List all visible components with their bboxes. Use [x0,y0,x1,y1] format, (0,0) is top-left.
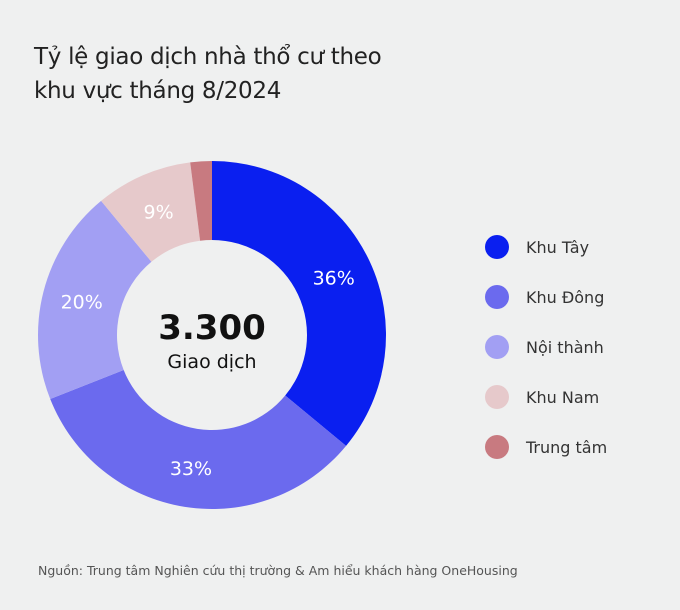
legend-item: Khu Đông [485,272,607,322]
title-line-1: Tỷ lệ giao dịch nhà thổ cư theo [34,44,382,70]
slice-label-2: 20% [61,292,103,314]
slice-2 [37,200,152,400]
legend-label: Khu Nam [526,387,600,407]
slice-label-1: 33% [170,458,212,480]
center-value: 3.300 [158,308,266,348]
legend-label: Trung tâm [526,437,608,457]
legend-swatch [485,335,509,359]
source-note: Nguồn: Trung tâm Nghiên cứu thị trường &… [38,563,518,578]
legend-swatch [485,435,509,459]
legend-item: Nội thành [485,322,607,372]
chart-title: Tỷ lệ giao dịch nhà thổ cư theo khu vực … [34,40,454,108]
legend-item: Trung tâm [485,422,607,472]
slice-3 [101,162,201,262]
legend-swatch [485,285,509,309]
slice-label-3: 9% [144,202,174,224]
legend-item: Khu Tây [485,222,607,272]
legend: Khu Tây Khu Đông Nội thành Khu Nam Trung tâm [485,222,607,472]
slice-1 [50,369,347,509]
center-label: Giao dịch [167,351,256,373]
legend-swatch [485,385,509,409]
legend-label: Nội thành [526,337,604,357]
legend-swatch [485,235,509,259]
slice-4 [190,161,212,241]
title-line-2: khu vực tháng 8/2024 [34,78,282,104]
slice-0 [212,161,386,446]
legend-label: Khu Tây [526,237,590,257]
legend-item: Khu Nam [485,372,607,422]
slice-label-0: 36% [313,268,355,290]
legend-label: Khu Đông [526,287,605,307]
